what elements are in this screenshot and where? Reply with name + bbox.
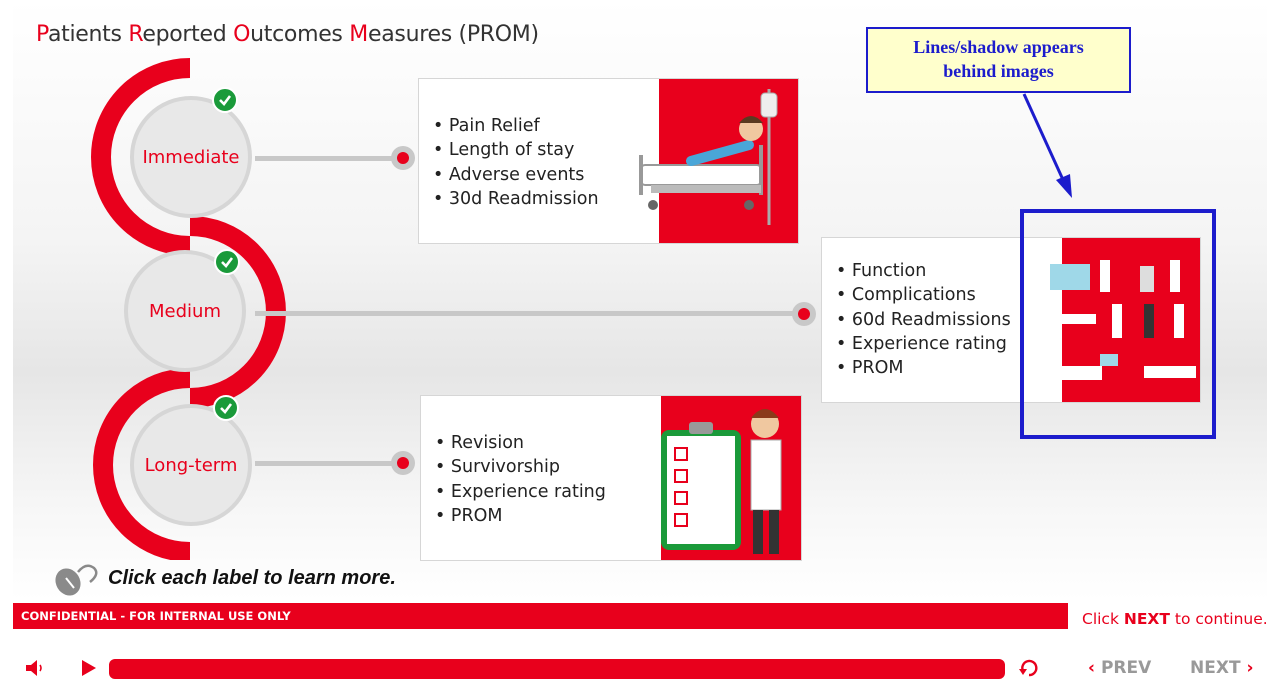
stage-immediate-button[interactable]: Immediate	[130, 96, 252, 218]
list-item: Experience rating	[836, 332, 1011, 356]
list-item: Length of stay	[433, 138, 599, 162]
stage-longterm-button[interactable]: Long-term	[130, 404, 252, 526]
next-label: NEXT	[1190, 658, 1241, 678]
list-item: PROM	[435, 504, 606, 528]
play-icon[interactable]	[81, 659, 97, 677]
connector-line-immediate	[255, 156, 403, 161]
confidential-banner: CONFIDENTIAL - FOR INTERNAL USE ONLY	[13, 603, 1068, 629]
stage-medium-label: Medium	[149, 300, 221, 322]
prev-label: PREV	[1100, 658, 1152, 678]
check-icon	[214, 249, 240, 275]
card-medium-list: Function Complications 60d Readmissions …	[836, 259, 1011, 380]
continue-hint: Click NEXT to continue.	[1082, 610, 1268, 628]
doctor-clipboard-image	[661, 409, 782, 554]
title-cap-1: P	[36, 22, 48, 47]
list-item: Adverse events	[433, 163, 599, 187]
stage-immediate-label: Immediate	[142, 146, 240, 168]
care-scenes-image	[1046, 260, 1196, 380]
card-longterm: Revision Survivorship Experience rating …	[420, 395, 802, 561]
title-cap-2: R	[128, 22, 143, 47]
title-cap-3: O	[233, 22, 251, 47]
card-immediate: Pain Relief Length of stay Adverse event…	[418, 78, 799, 244]
list-item: Survivorship	[435, 455, 606, 479]
annotation-line-2: behind images	[943, 61, 1054, 81]
next-button[interactable]: NEXT ›	[1190, 658, 1253, 678]
prev-button[interactable]: ‹ PREV	[1088, 658, 1151, 678]
list-item: Pain Relief	[433, 114, 599, 138]
hint-prefix: Click	[1082, 610, 1124, 628]
arc-bottom	[93, 368, 191, 560]
hint-next-word: NEXT	[1123, 610, 1170, 628]
connector-line-medium	[255, 311, 805, 316]
hospital-bed-image	[639, 89, 778, 225]
chevron-left-icon: ‹	[1088, 658, 1096, 678]
check-icon	[212, 87, 238, 113]
review-annotation: Lines/shadow appears behind images	[866, 27, 1131, 93]
replay-icon[interactable]	[1018, 659, 1040, 677]
list-item: 60d Readmissions	[836, 308, 1011, 332]
annotation-highlight-box	[1020, 209, 1216, 439]
connector-dot-medium	[792, 302, 816, 326]
list-item: Experience rating	[435, 480, 606, 504]
list-item: Complications	[836, 283, 1011, 307]
title-rest-4: easures (PROM)	[367, 22, 539, 47]
connector-dot-immediate	[391, 146, 415, 170]
title-rest-2: eported	[142, 22, 234, 47]
card-immediate-list: Pain Relief Length of stay Adverse event…	[433, 114, 599, 211]
title-rest-3: utcomes	[250, 22, 350, 47]
title-cap-4: M	[349, 22, 368, 47]
list-item: 30d Readmission	[433, 187, 599, 211]
list-item: Function	[836, 259, 1011, 283]
instruction-text: Click each label to learn more.	[108, 567, 396, 589]
connector-dot-longterm	[391, 451, 415, 475]
chevron-right-icon: ›	[1246, 658, 1254, 678]
mouse-icon	[55, 564, 98, 596]
list-item: Revision	[435, 431, 606, 455]
annotation-line-1: Lines/shadow appears	[913, 37, 1084, 57]
list-item: PROM	[836, 356, 1011, 380]
connector-line-longterm	[255, 461, 403, 466]
progress-bar[interactable]	[109, 659, 1005, 679]
volume-icon[interactable]	[25, 659, 45, 677]
arc-top	[91, 58, 191, 256]
hint-suffix: to continue.	[1169, 610, 1268, 628]
card-longterm-list: Revision Survivorship Experience rating …	[435, 431, 606, 528]
page-title: Patients Reported Outcomes Measures (PRO…	[36, 22, 539, 47]
title-rest-1: atients	[47, 22, 129, 47]
stage-longterm-label: Long-term	[144, 454, 238, 476]
check-icon	[213, 395, 239, 421]
